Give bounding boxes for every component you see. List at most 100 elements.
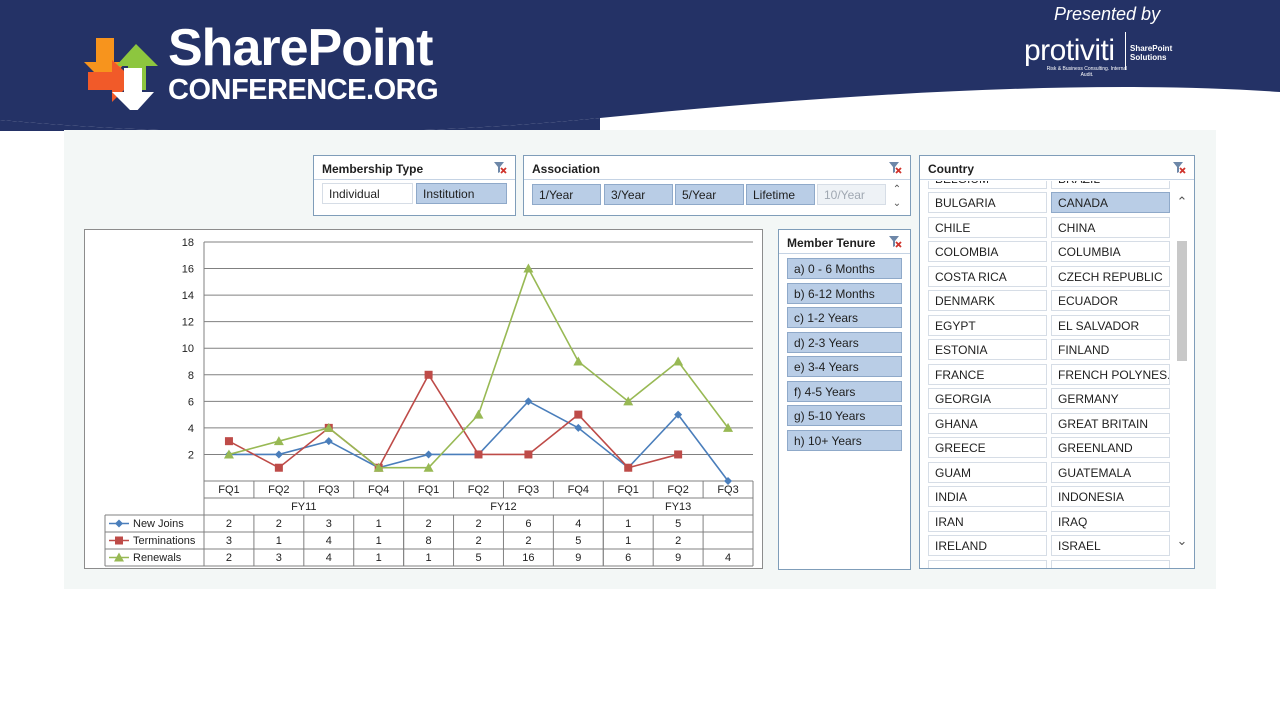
scroll-up-icon[interactable]: ⌃ (892, 184, 902, 195)
slicer-header: Membership Type (314, 156, 515, 180)
country-option[interactable]: ISRAEL (1051, 535, 1170, 556)
association-option-1[interactable]: 3/Year (604, 184, 673, 205)
data-point (523, 263, 534, 273)
data-point (674, 450, 683, 459)
presented-by-label: Presented by (1054, 4, 1161, 24)
country-option[interactable]: IRAQ (1051, 510, 1170, 532)
country-option[interactable]: FRENCH POLYNES... (1051, 363, 1170, 385)
country-option[interactable]: GEORGIA (928, 388, 1047, 409)
clear-filter-icon[interactable] (1172, 161, 1186, 174)
slicer-title: Country (928, 162, 974, 176)
country-option[interactable]: FRANCE (928, 363, 1047, 385)
data-label: 3 (226, 535, 232, 547)
country-option[interactable]: EGYPT (928, 314, 1047, 336)
country-option[interactable]: GREAT BRITAIN (1051, 412, 1170, 434)
slicer-title: Member Tenure (787, 236, 876, 250)
data-label: 2 (475, 535, 481, 547)
country-option[interactable]: GHANA (928, 412, 1047, 434)
country-scrollbar[interactable]: ⌃ ⌄ (1175, 181, 1189, 568)
country-option[interactable]: COLOMBIA (928, 241, 1047, 262)
country-option[interactable]: EL SALVADOR (1051, 314, 1170, 336)
legend-marker (114, 552, 124, 562)
tenure-option-4[interactable]: e) 3-4 Years (787, 356, 902, 377)
country-option[interactable]: BULGARIA (928, 192, 1047, 213)
y-tick-label: 2 (188, 449, 194, 461)
member-tenure-slicer: Member Tenure a) 0 - 6 Months b) 6-12 Mon… (778, 229, 911, 570)
data-point (223, 449, 234, 459)
x-group-label: FY13 (665, 501, 691, 513)
x-tick-label: FQ3 (717, 484, 738, 496)
clear-filter-icon[interactable] (493, 161, 507, 174)
country-option[interactable]: GUATEMALA (1051, 461, 1170, 483)
data-label: 2 (525, 535, 531, 547)
country-option[interactable]: CZECH REPUBLIC (1051, 265, 1170, 287)
data-label: 3 (326, 518, 332, 530)
association-option-2[interactable]: 5/Year (675, 184, 744, 205)
clear-filter-icon[interactable] (888, 235, 902, 248)
country-option[interactable]: COLUMBIA (1051, 241, 1170, 262)
x-tick-label: FQ3 (318, 484, 339, 496)
x-tick-label: FQ2 (268, 484, 289, 496)
association-option-0[interactable]: 1/Year (532, 184, 601, 205)
data-label: 5 (575, 535, 581, 547)
membership-option-institution[interactable]: Institution (416, 183, 507, 204)
data-label: 2 (226, 552, 232, 564)
sponsor-tagline: Risk & Business Consulting. Internal Aud… (1046, 66, 1128, 78)
country-option-partial[interactable] (928, 559, 1047, 568)
tenure-option-1[interactable]: b) 6-12 Months (787, 282, 902, 304)
scrollbar-thumb[interactable] (1177, 241, 1187, 361)
data-point (224, 437, 233, 446)
country-option[interactable]: GREENLAND (1051, 437, 1170, 458)
legend-label: Renewals (133, 552, 182, 564)
data-point (673, 356, 684, 366)
data-point (624, 463, 633, 472)
country-option[interactable]: IRAN (928, 510, 1047, 532)
country-option[interactable]: ESTONIA (928, 339, 1047, 360)
tenure-option-0[interactable]: a) 0 - 6 Months (787, 258, 902, 279)
country-option[interactable]: GERMANY (1051, 388, 1170, 409)
association-slicer: Association ⌃ ⌄ 1/Year 3/Year 5/Year Lifeti… (523, 155, 911, 216)
country-option[interactable]: COSTA RICA (928, 265, 1047, 287)
scroll-up-icon[interactable]: ⌃ (1176, 194, 1188, 209)
series-line (228, 373, 679, 469)
membership-option-individual[interactable]: Individual (322, 183, 413, 204)
data-point (474, 450, 483, 459)
country-option-partial[interactable]: BRAZIL (1051, 181, 1170, 189)
data-point (524, 450, 533, 459)
slicer-title: Association (532, 162, 601, 176)
data-label: 5 (675, 518, 681, 530)
scroll-down-icon[interactable]: ⌄ (1176, 533, 1188, 548)
tenure-option-5[interactable]: f) 4-5 Years (787, 380, 902, 402)
country-option-partial[interactable]: BELGIUM (928, 181, 1047, 189)
scroll-down-icon[interactable]: ⌄ (892, 198, 902, 209)
tenure-option-6[interactable]: g) 5-10 Years (787, 405, 902, 426)
country-option[interactable]: DENMARK (928, 290, 1047, 311)
country-option[interactable]: INDIA (928, 486, 1047, 507)
country-option[interactable]: CHINA (1051, 216, 1170, 238)
country-option[interactable]: CHILE (928, 216, 1047, 238)
clear-filter-icon[interactable] (888, 161, 902, 174)
tenure-option-2[interactable]: c) 1-2 Years (787, 307, 902, 328)
country-option[interactable]: ECUADOR (1051, 290, 1170, 311)
tenure-option-3[interactable]: d) 2-3 Years (787, 331, 902, 353)
country-option-partial[interactable] (1051, 559, 1170, 568)
country-option[interactable]: GUAM (928, 461, 1047, 483)
data-point (423, 462, 434, 472)
data-label: 6 (525, 518, 531, 530)
data-point (573, 356, 584, 366)
country-option[interactable]: CANADA (1051, 192, 1170, 213)
country-option[interactable]: INDONESIA (1051, 486, 1170, 507)
tenure-option-7[interactable]: h) 10+ Years (787, 429, 902, 451)
data-label: 1 (376, 552, 382, 564)
country-option[interactable]: FINLAND (1051, 339, 1170, 360)
sponsor-unit-line2: Solutions (1130, 53, 1167, 62)
association-option-4[interactable]: 10/Year (817, 184, 886, 205)
data-point (424, 450, 433, 459)
sponsor-unit: SharePoint Solutions (1130, 44, 1172, 62)
association-option-3[interactable]: Lifetime (746, 184, 815, 205)
data-point (574, 423, 583, 432)
country-option[interactable]: GREECE (928, 437, 1047, 458)
data-point (674, 410, 683, 419)
data-label: 4 (575, 518, 581, 530)
country-option[interactable]: IRELAND (928, 535, 1047, 556)
